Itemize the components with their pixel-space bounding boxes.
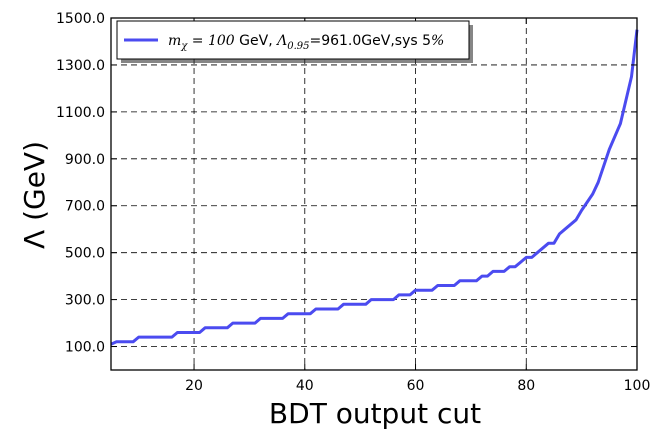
y-tick-label: 1500.0 — [56, 11, 105, 27]
x-tick-label: 100 — [624, 378, 651, 394]
ticks-layer: 20 40 60 80 100 100.0 300.0 500.0 700.0 900.0 1100… — [56, 11, 650, 394]
x-axis-title: BDT output cut — [269, 397, 481, 430]
y-tick-label: 1100.0 — [56, 105, 105, 121]
x-tick-label: 40 — [296, 378, 314, 394]
x-tick-label: 60 — [407, 378, 425, 394]
x-tick-label: 80 — [517, 378, 535, 394]
series-line — [110, 29, 639, 346]
y-tick-label: 100.0 — [65, 340, 105, 356]
y-tick-label: 1300.0 — [56, 58, 105, 74]
y-tick-label: 700.0 — [65, 199, 105, 215]
y-tick-label: 300.0 — [65, 293, 105, 309]
y-tick-label: 500.0 — [65, 246, 105, 262]
plot-frame — [110, 17, 638, 371]
legend-box — [116, 20, 470, 60]
series-layer — [110, 29, 639, 346]
y-axis-title: Λ (GeV) — [18, 141, 51, 249]
grid-lines — [111, 18, 637, 370]
legend-label: mχ = 100 GeV, Λ0.95=961.0GeV,sys 5% — [168, 33, 444, 52]
x-tick-label: 20 — [185, 378, 203, 394]
y-tick-label: 900.0 — [65, 152, 105, 168]
legend: mχ = 100 GeV, Λ0.95=961.0GeV,sys 5% — [116, 20, 473, 63]
